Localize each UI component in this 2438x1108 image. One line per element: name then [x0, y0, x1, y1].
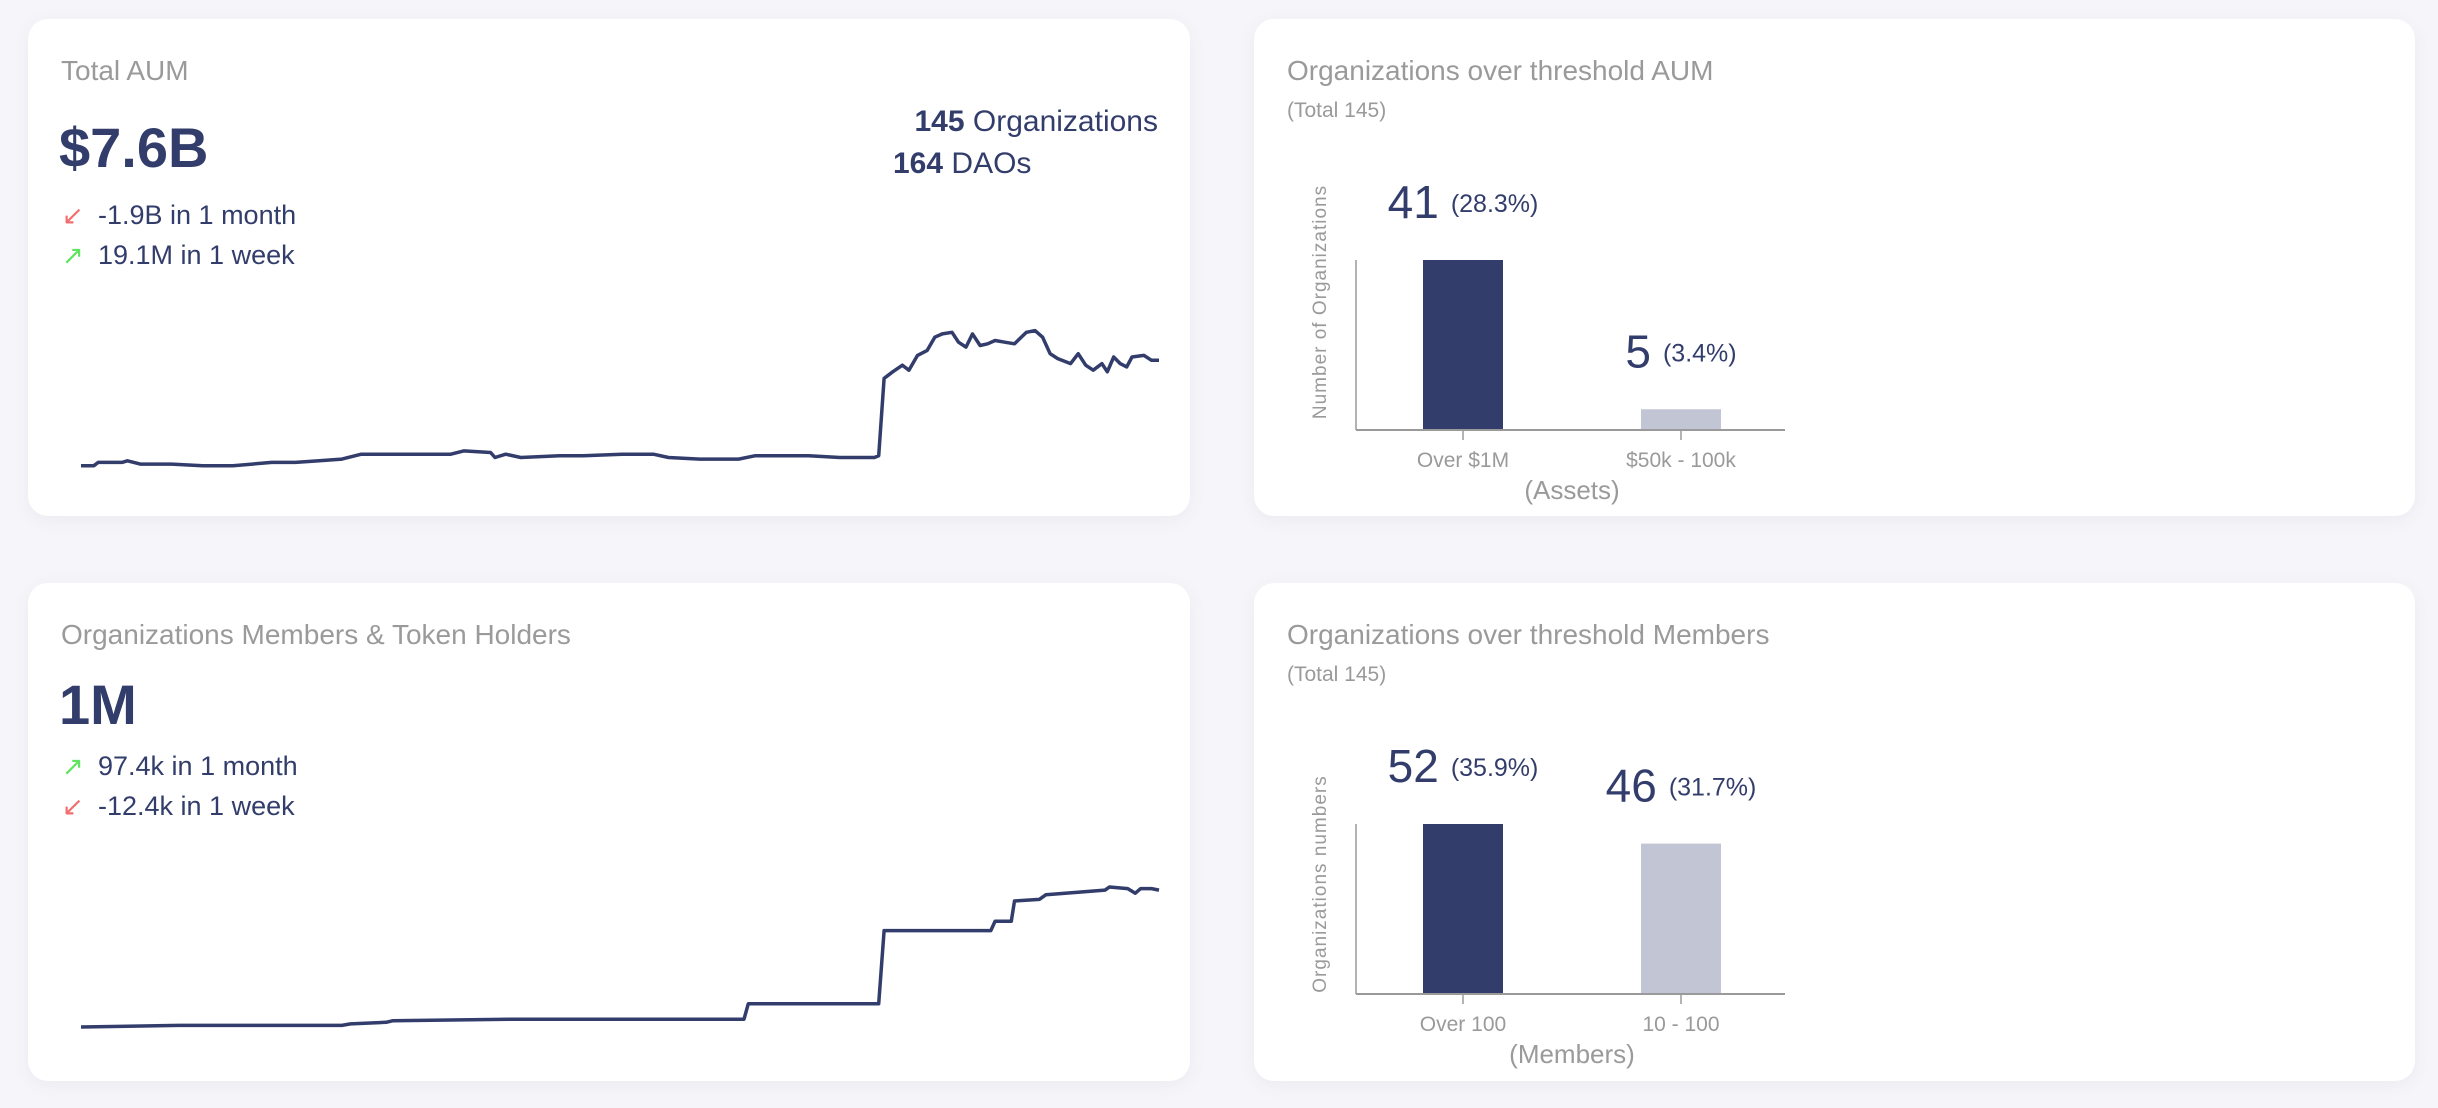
- members-line-chart: [80, 885, 1160, 1029]
- y-axis-title: Organizations numbers: [1310, 775, 1331, 992]
- change-text: 19.1M in 1 week: [98, 240, 295, 270]
- y-axis-title: Number of Organizations: [1310, 185, 1331, 419]
- total-aum-card: Total AUM $7.6B 145 Organizations 164 DA…: [28, 19, 1190, 516]
- bar[interactable]: [1423, 824, 1503, 994]
- x-tick-label: Over 100: [1420, 1013, 1506, 1036]
- members-card: Organizations Members & Token Holders 1M…: [28, 583, 1190, 1081]
- x-axis-title: (Assets): [1524, 475, 1619, 505]
- card-title: Organizations Members & Token Holders: [61, 619, 571, 650]
- x-tick-label: Over $1M: [1417, 449, 1509, 472]
- total-aum-value: $7.6B: [59, 116, 209, 179]
- bar-percent: (31.7%): [1669, 774, 1757, 802]
- members-value: 1M: [59, 673, 137, 736]
- aum-line-chart: [81, 328, 1159, 468]
- arrow-up-right-icon: ↗: [62, 751, 84, 781]
- bar-value-label: 41 (28.3%): [1388, 176, 1539, 228]
- organizations-stat: 145 Organizations: [914, 105, 1158, 139]
- organizations-count: 145: [914, 105, 965, 138]
- change-week: ↙ -12.4k in 1 week: [62, 791, 295, 822]
- card-title: Organizations over threshold AUM: [1287, 55, 1714, 86]
- daos-stat: 164 DAOs: [893, 147, 1031, 181]
- bar[interactable]: [1423, 260, 1503, 430]
- card-subtitle: (Total 145): [1287, 663, 1387, 686]
- arrow-down-left-icon: ↙: [62, 200, 84, 230]
- threshold-members-card: Organizations over threshold Members (To…: [1254, 583, 2415, 1081]
- bar-percent: (3.4%): [1663, 339, 1737, 367]
- change-text: -1.9B in 1 month: [98, 200, 297, 230]
- bar[interactable]: [1641, 409, 1721, 430]
- card-title: Organizations over threshold Members: [1287, 619, 1770, 650]
- bar[interactable]: [1641, 843, 1721, 994]
- x-tick-label: 10 - 100: [1642, 1013, 1719, 1036]
- arrow-down-left-icon: ↙: [62, 791, 84, 821]
- series-line: [81, 328, 1159, 468]
- bar-percent: (28.3%): [1451, 190, 1539, 218]
- change-week: ↗ 19.1M in 1 week: [62, 240, 295, 271]
- organizations-label: Organizations: [972, 105, 1158, 138]
- x-axis-title: (Members): [1509, 1039, 1635, 1069]
- bar-value-label: 52 (35.9%): [1388, 740, 1539, 792]
- members-bar-chart: Over 100 52 (35.9%) 10 - 100 46 (31.7%) (Membe…: [1310, 740, 1785, 1069]
- threshold-aum-card: Organizations over threshold AUM (Total …: [1254, 19, 2415, 516]
- series-line: [80, 885, 1160, 1029]
- daos-count: 164: [893, 147, 944, 180]
- bar-percent: (35.9%): [1451, 754, 1539, 782]
- arrow-up-right-icon: ↗: [62, 240, 84, 270]
- bar-value-label: 5 (3.4%): [1625, 325, 1736, 377]
- daos-label: DAOs: [951, 147, 1032, 180]
- bar-value-label: 46 (31.7%): [1606, 760, 1757, 812]
- bar-count: 41: [1388, 176, 1439, 228]
- aum-bar-chart: Over $1M 41 (28.3%) $50k - 100k 5 (3.4%) (Asse…: [1310, 176, 1785, 505]
- bar-count: 46: [1606, 760, 1657, 812]
- bar-count: 5: [1625, 325, 1651, 377]
- change-month: ↙ -1.9B in 1 month: [62, 200, 296, 231]
- x-tick-label: $50k - 100k: [1626, 449, 1736, 472]
- card-subtitle: (Total 145): [1287, 99, 1387, 122]
- change-month: ↗ 97.4k in 1 month: [62, 751, 298, 782]
- card-title: Total AUM: [61, 55, 189, 86]
- change-text: 97.4k in 1 month: [98, 751, 298, 781]
- change-text: -12.4k in 1 week: [98, 791, 295, 821]
- bar-count: 52: [1388, 740, 1439, 792]
